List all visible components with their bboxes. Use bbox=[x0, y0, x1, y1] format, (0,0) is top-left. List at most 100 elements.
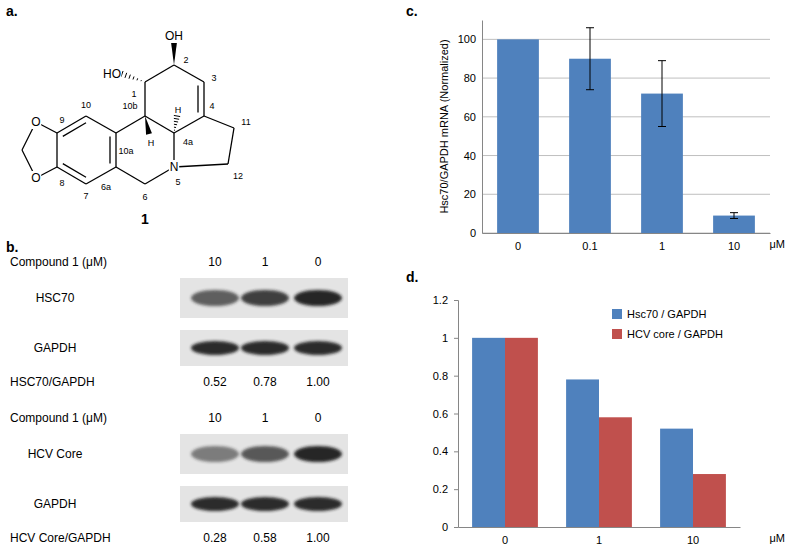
x-tick-label: 1 bbox=[596, 534, 602, 546]
atom-labels: HOOH12344aH10bH10a109OO876a65N1112 bbox=[31, 29, 251, 202]
atom-background bbox=[169, 160, 179, 174]
atom-number: H bbox=[148, 138, 155, 148]
hashed-bond bbox=[174, 124, 177, 126]
double-bond bbox=[63, 164, 86, 178]
blot-band bbox=[191, 341, 239, 355]
atom-number: 10a bbox=[118, 146, 133, 156]
hashed-bond bbox=[174, 115, 180, 116]
ratio-value: 0.52 bbox=[203, 375, 227, 389]
hashed-bond bbox=[129, 75, 130, 79]
chart: 02040608010000.1110Hsc70/GAPDH mRNA (Nor… bbox=[438, 21, 785, 252]
x-tick: 0 bbox=[502, 527, 508, 546]
hashed-bond bbox=[174, 130, 175, 131]
blot-band bbox=[191, 290, 239, 306]
x-tick-label: 1 bbox=[659, 240, 665, 252]
bond bbox=[57, 116, 86, 133]
y-tick: 1 bbox=[442, 332, 458, 344]
bar bbox=[472, 338, 505, 527]
legend-swatch bbox=[612, 309, 622, 319]
blot-band bbox=[294, 446, 342, 462]
y-tick-label: 0.2 bbox=[433, 483, 448, 495]
error-bar-cap bbox=[730, 212, 738, 213]
x-tick-label: 0 bbox=[502, 534, 508, 546]
y-tick: 0.4 bbox=[433, 445, 458, 457]
y-tick-mark bbox=[454, 414, 458, 415]
dose-label: 10 bbox=[208, 255, 222, 269]
y-axis-line bbox=[482, 21, 483, 234]
y-tick-label: 1 bbox=[442, 332, 448, 344]
panel-b: b.Compound 1 (μM)1010HSC70GAPDHHSC70/GAP… bbox=[6, 239, 348, 545]
legend-label: HCV core / GAPDH bbox=[627, 328, 723, 340]
ratio-label: HCV Core/GAPDH bbox=[10, 531, 111, 545]
panel-label: d. bbox=[406, 269, 418, 285]
hashed-bond bbox=[174, 121, 178, 123]
blot-band bbox=[191, 446, 239, 462]
error-bar-cap bbox=[658, 60, 666, 61]
atom-symbol: O bbox=[31, 115, 40, 129]
blot-row-label: GAPDH bbox=[34, 341, 77, 355]
y-tick-label: 80 bbox=[464, 72, 476, 84]
y-tick-mark bbox=[454, 451, 458, 452]
hashed-bond bbox=[140, 80, 141, 81]
error-bar-stem bbox=[590, 28, 591, 90]
bond bbox=[174, 116, 204, 133]
y-tick-label: 100 bbox=[458, 33, 476, 45]
dose-label: 10 bbox=[208, 411, 222, 425]
hashed-bond bbox=[174, 118, 179, 120]
atom-symbol: O bbox=[31, 171, 40, 185]
bond bbox=[174, 65, 204, 82]
atom-number: H bbox=[175, 105, 182, 115]
hashed-bond bbox=[174, 127, 176, 128]
blot-band bbox=[241, 341, 289, 355]
dose-label: 0 bbox=[315, 255, 322, 269]
y-tick: 0.6 bbox=[433, 408, 458, 420]
dose-label: 1 bbox=[262, 255, 269, 269]
y-axis-title: Hsc70/GAPDH mRNA (Normalized) bbox=[438, 39, 450, 213]
y-tick: 0 bbox=[470, 227, 482, 239]
atom-symbol: HO bbox=[103, 67, 121, 81]
legend-label: Hsc70 / GAPDH bbox=[627, 308, 707, 320]
panel-label: a. bbox=[6, 3, 18, 19]
blot-band bbox=[294, 290, 342, 306]
structure-bonds bbox=[22, 42, 234, 184]
double-bond bbox=[197, 85, 198, 112]
error-bar-cap bbox=[730, 218, 738, 219]
atom-number: 9 bbox=[59, 115, 64, 125]
bond bbox=[116, 167, 145, 184]
bar bbox=[693, 474, 726, 527]
y-tick-mark bbox=[454, 338, 458, 339]
atom-number: 6a bbox=[101, 182, 111, 192]
atom-number: 3 bbox=[211, 73, 216, 83]
blot-row-label: HCV Core bbox=[28, 447, 83, 461]
y-tick-mark bbox=[454, 300, 458, 301]
marks bbox=[472, 338, 726, 527]
x-axis-title: μM bbox=[769, 238, 785, 250]
x-tick-label: 0 bbox=[515, 240, 521, 252]
atom-number: 8 bbox=[59, 178, 64, 188]
bar bbox=[599, 417, 632, 527]
y-tick: 20 bbox=[464, 188, 482, 200]
blot-membrane bbox=[180, 330, 348, 366]
atom-symbol: N bbox=[170, 160, 179, 174]
atom-number: 7 bbox=[83, 191, 88, 201]
x-axis: 00.1110 bbox=[483, 233, 771, 252]
atom-background bbox=[31, 115, 41, 129]
bar bbox=[713, 216, 755, 233]
atom-number: 12 bbox=[233, 171, 243, 181]
y-tick-label: 0.8 bbox=[433, 370, 448, 382]
y-tick-mark bbox=[454, 376, 458, 377]
y-tick-label: 40 bbox=[464, 150, 476, 162]
hashed-bond bbox=[133, 76, 134, 79]
blot-header: Compound 1 (μM) bbox=[10, 411, 107, 425]
y-tick: 100 bbox=[458, 33, 482, 45]
x-tick: 10 bbox=[728, 233, 740, 252]
y-tick-label: 0 bbox=[470, 227, 476, 239]
blot-block: Compound 1 (μM)1010HCV CoreGAPDHHCV Core… bbox=[10, 411, 348, 545]
bond bbox=[86, 116, 116, 133]
x-tick: 1 bbox=[659, 233, 665, 252]
atom-number: 2 bbox=[183, 55, 188, 65]
figure-svg: a.HOOH12344aH10bH10a109OO876a65N11121b.C… bbox=[0, 0, 787, 556]
double-bond bbox=[109, 136, 110, 163]
wedge-bond bbox=[145, 116, 152, 135]
figure: a.HOOH12344aH10bH10a109OO876a65N11121b.C… bbox=[0, 0, 787, 556]
